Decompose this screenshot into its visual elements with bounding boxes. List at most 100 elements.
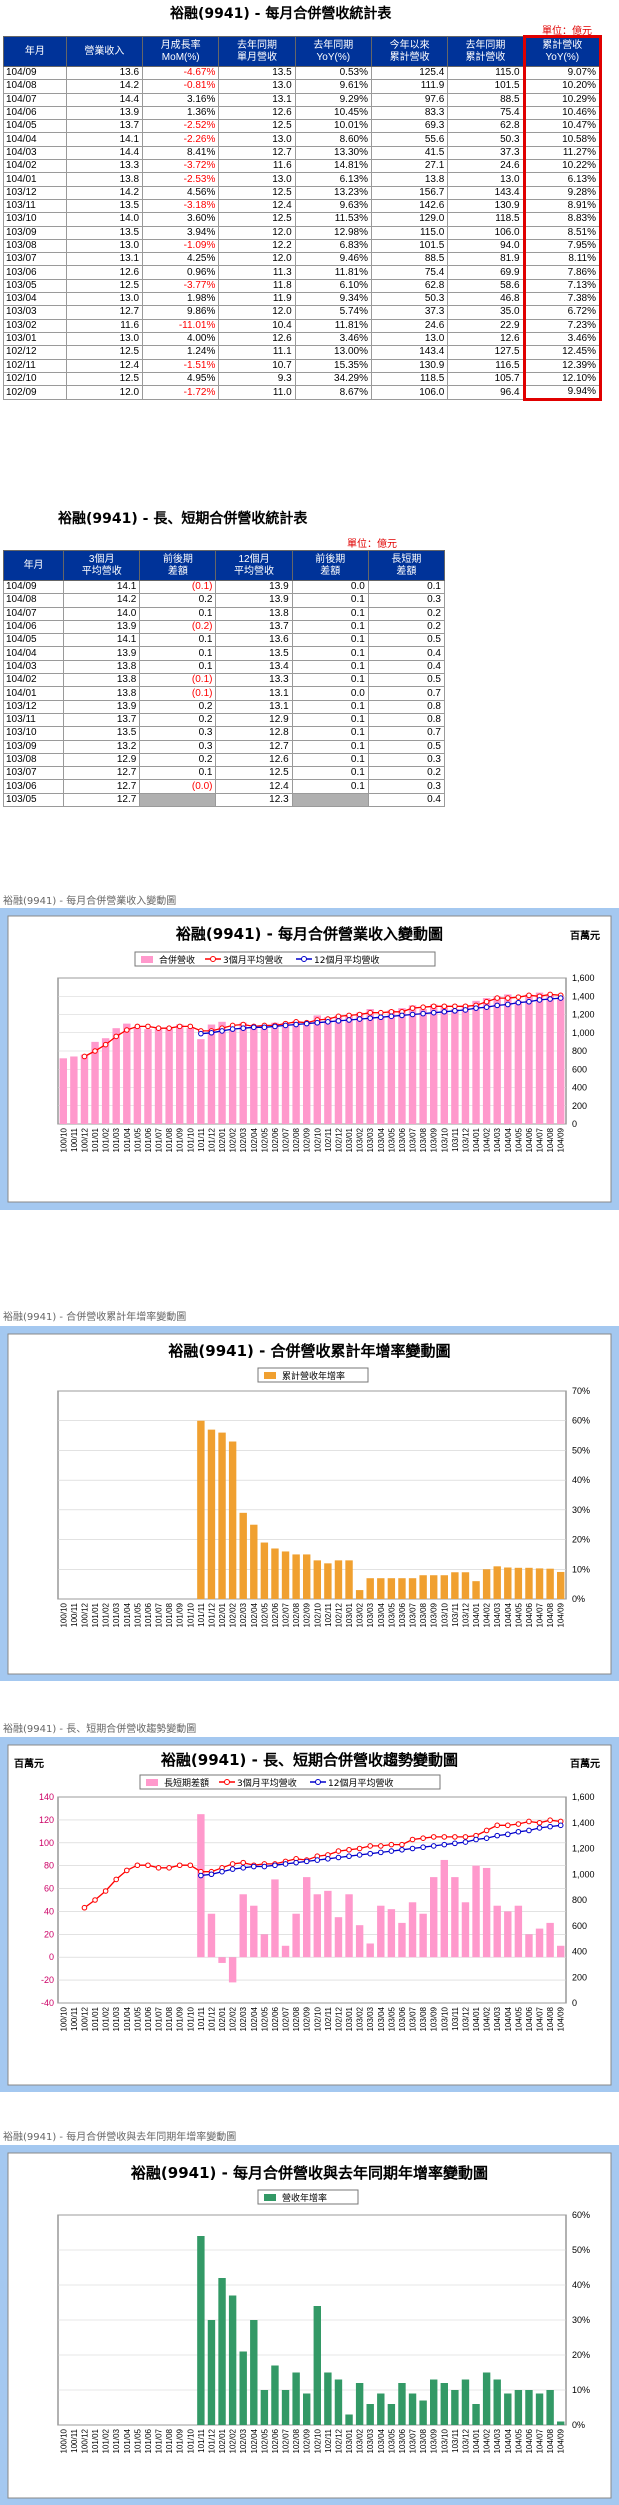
- x-tick-label: 103/07: [409, 1602, 418, 1627]
- x-tick-label: 104/06: [525, 1127, 534, 1152]
- bar: [271, 1879, 279, 1958]
- bar: [440, 1575, 448, 1599]
- x-tick-label: 102/04: [250, 1602, 259, 1627]
- series-point: [303, 1020, 310, 1027]
- x-tick-label: 104/01: [472, 1127, 481, 1152]
- series-point: [409, 1005, 416, 1011]
- legend-box: [134, 951, 436, 967]
- x-tick-label: 103/09: [430, 2006, 439, 2031]
- table-cell: 9.28%: [522, 185, 603, 200]
- x-tick-label: 101/06: [144, 2006, 153, 2031]
- table-cell: 103/05: [2, 792, 65, 808]
- table-cell: 10.29%: [522, 92, 603, 107]
- table-cell: 12.5: [218, 185, 296, 200]
- table-cell: 143.4: [370, 345, 449, 360]
- table-cell: 0.1: [291, 646, 369, 661]
- x-tick-label: 101/07: [155, 1127, 164, 1152]
- series-point: [536, 1819, 543, 1826]
- table-cell: 8.91%: [522, 198, 603, 214]
- bar: [504, 1567, 512, 1599]
- x-tick-label: 104/07: [536, 1602, 545, 1627]
- table-cell: 4.00%: [142, 331, 220, 347]
- series-point: [92, 1048, 98, 1054]
- y-tick-label: 70%: [572, 1386, 590, 1396]
- bar: [228, 2295, 237, 2425]
- x-tick-label: 104/09: [557, 1127, 566, 1152]
- table-cell: 5.74%: [294, 305, 372, 320]
- bar: [281, 1945, 290, 1958]
- table-cell: 0.1: [291, 779, 369, 794]
- bar: [324, 1890, 332, 1958]
- bar: [59, 1058, 67, 1124]
- bar: [218, 1021, 226, 1124]
- column-header: 累計營收 YoY(%): [522, 35, 603, 67]
- table-cell: 12.7: [215, 739, 293, 754]
- table-cell: [139, 792, 217, 808]
- table-cell: 115.0: [370, 225, 449, 240]
- bar: [324, 1563, 332, 1599]
- y-tick-label: 120: [39, 1815, 54, 1825]
- series-point: [176, 1023, 183, 1030]
- x-tick-label: 103/10: [440, 1602, 449, 1627]
- x-tick-label: 104/09: [557, 2428, 566, 2453]
- table-cell: 13.0: [218, 79, 296, 94]
- table-cell: 104/04: [2, 646, 65, 661]
- x-tick-label: 104/04: [504, 2006, 513, 2031]
- table-cell: 13.1: [215, 699, 293, 714]
- table-cell: 22.9: [447, 318, 525, 333]
- table-cell: 10.46%: [522, 105, 603, 121]
- bar: [377, 1017, 385, 1124]
- table-cell: 14.0: [63, 606, 141, 621]
- table-row: 104/02 13.8 (0.1) 13.3 0.1 0.5: [2, 673, 446, 688]
- legend-label: 12個月平均營收: [328, 1777, 393, 1789]
- series-point: [430, 1003, 437, 1010]
- legend-label: 長短期差額: [164, 1777, 209, 1789]
- series-point: [504, 1831, 511, 1838]
- y-tick-label: 60%: [572, 2210, 590, 2220]
- table-cell: (0.0): [139, 779, 217, 794]
- x-tick-label: 104/07: [536, 1127, 545, 1152]
- x-tick-label: 100/12: [80, 2006, 89, 2031]
- table-cell: 142.6: [370, 198, 449, 214]
- series-line: [84, 993, 561, 1058]
- table-cell: 103/07: [2, 766, 65, 781]
- table-cell: 9.34%: [294, 292, 372, 307]
- legend-label: 營收年增率: [282, 2192, 327, 2204]
- series-point: [483, 998, 490, 1005]
- table-cell: 10.20%: [522, 79, 603, 94]
- series-point: [526, 998, 532, 1005]
- series-point: [81, 1904, 88, 1911]
- x-tick-label: 102/11: [324, 2006, 333, 2030]
- bar: [334, 2379, 343, 2425]
- y-tick-label: 50%: [572, 1445, 590, 1455]
- table-cell: 24.6: [370, 318, 449, 333]
- table-cell: 13.00%: [294, 345, 372, 360]
- table-cell: 34.29%: [294, 371, 372, 387]
- table2-title: 裕融(9941) - 長、短期合併營收統計表: [58, 511, 308, 527]
- y-tick-label: 0%: [572, 2420, 585, 2430]
- x-tick-label: 100/12: [80, 1127, 89, 1152]
- series-point: [293, 1859, 299, 1866]
- plot-area: [57, 1796, 567, 2004]
- bar: [355, 1590, 364, 1599]
- bar: [504, 994, 512, 1124]
- table-cell: 11.1: [218, 345, 296, 360]
- table-cell: 81.9: [447, 252, 525, 267]
- series-point: [229, 1861, 236, 1867]
- table-cell: 13.9: [65, 105, 144, 121]
- series-point: [113, 1876, 120, 1883]
- x-tick-label: 102/11: [324, 1127, 333, 1151]
- x-tick-label: 103/05: [387, 2006, 396, 2031]
- bar: [197, 2236, 205, 2425]
- x-tick-label: 103/02: [356, 2428, 365, 2453]
- x-tick-label: 102/02: [229, 1602, 238, 1627]
- bar: [557, 1945, 565, 1958]
- table-cell: 102/10: [3, 371, 67, 387]
- table-row: 104/04 14.1 -2.26% 13.0 8.60% 55.6 50.3 10.58%: [3, 132, 603, 147]
- bar: [535, 992, 544, 1124]
- x-tick-label: 101/10: [186, 2428, 195, 2453]
- bar: [281, 1022, 290, 1124]
- bar: [461, 1572, 470, 1599]
- chart1-caption: 裕融(9941) - 每月合併營業收入變動圖: [3, 896, 177, 907]
- series-point: [293, 1021, 299, 1028]
